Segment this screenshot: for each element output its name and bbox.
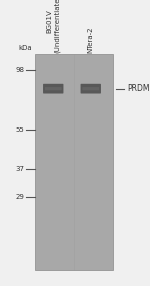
Text: NTera-2: NTera-2: [88, 26, 94, 53]
FancyBboxPatch shape: [81, 84, 101, 94]
FancyBboxPatch shape: [82, 87, 99, 90]
Text: 55: 55: [15, 127, 24, 133]
Text: 29: 29: [15, 194, 24, 200]
Text: 98: 98: [15, 67, 24, 73]
Text: BG01V
(Undifferentiated): BG01V (Undifferentiated): [46, 0, 60, 53]
FancyBboxPatch shape: [45, 87, 62, 90]
Bar: [35, 54, 113, 270]
Text: 37: 37: [15, 166, 24, 172]
FancyBboxPatch shape: [43, 84, 63, 94]
Text: PRDM14: PRDM14: [127, 84, 150, 93]
Text: kDa: kDa: [18, 45, 32, 51]
